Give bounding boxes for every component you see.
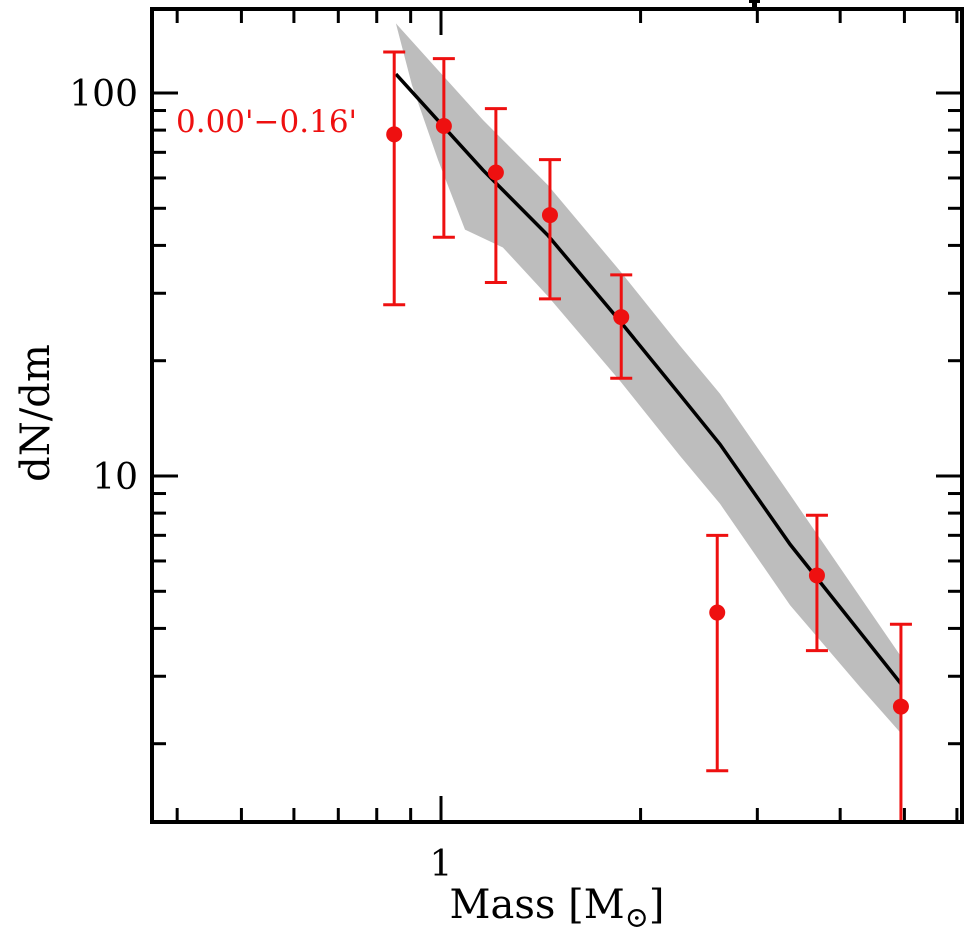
data-point	[892, 698, 909, 715]
fit-line	[394, 72, 903, 685]
cropped-title-fragment	[752, 0, 757, 9]
data-point	[808, 567, 825, 584]
y-tick-label: 10	[92, 457, 138, 498]
x-axis-label-close: ]	[648, 882, 665, 928]
data-point	[487, 164, 504, 181]
confidence-band	[395, 23, 901, 734]
y-axis-label: dN/dm	[13, 344, 59, 482]
data-point	[541, 207, 558, 224]
data-point	[709, 604, 726, 621]
plot-frame	[150, 7, 964, 824]
x-tick-label: 1	[430, 844, 453, 885]
cropped-title-fragment	[749, 0, 760, 3]
x-axis-label: Mass [M⊙]	[152, 882, 962, 931]
sun-symbol-icon: ⊙	[624, 900, 649, 934]
y-tick-label: 100	[69, 74, 138, 115]
radial-bin-annotation: 0.00'−0.16'	[176, 104, 358, 140]
data-point	[435, 118, 452, 135]
x-axis-label-main: Mass [M	[449, 882, 625, 928]
data-point	[613, 309, 630, 326]
data-point	[386, 126, 403, 143]
